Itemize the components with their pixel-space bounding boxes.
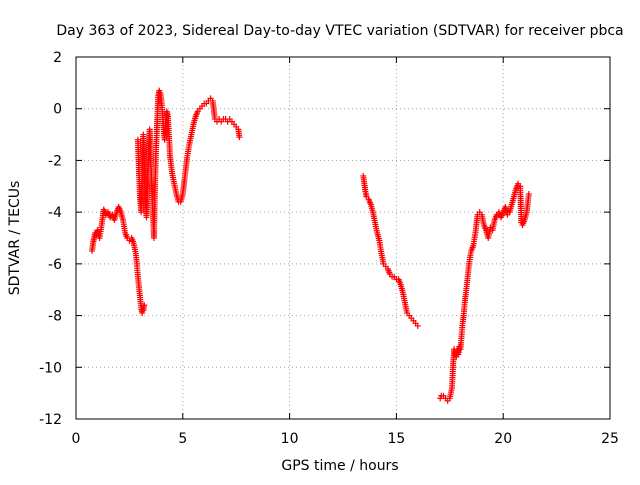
y-tick-label: -2: [48, 153, 62, 169]
y-tick-label: 2: [53, 50, 62, 66]
data-point: [525, 191, 532, 198]
x-tick-label: 0: [72, 431, 81, 447]
y-tick-label: -12: [39, 412, 62, 428]
y-tick-label: 0: [53, 102, 62, 118]
y-tick-label: -6: [48, 257, 62, 273]
data-point: [414, 322, 421, 329]
y-axis-label: SDTVAR / TECUs: [7, 181, 23, 296]
y-tick-label: -4: [48, 205, 62, 221]
x-tick-label: 10: [281, 431, 299, 447]
x-tick-label: 5: [178, 431, 187, 447]
plot-frame: [75, 56, 611, 420]
x-tick-label: 15: [387, 431, 405, 447]
data-point: [236, 134, 243, 141]
x-axis-label: GPS time / hours: [281, 458, 398, 474]
data-point: [141, 302, 148, 309]
chart-title: Day 363 of 2023, Sidereal Day-to-day VTE…: [56, 23, 623, 39]
points-layer: [89, 87, 532, 404]
y-tick-label: -8: [48, 309, 62, 325]
x-tick-label: 20: [494, 431, 512, 447]
y-tick-label: -10: [39, 360, 62, 376]
x-tick-label: 25: [601, 431, 619, 447]
